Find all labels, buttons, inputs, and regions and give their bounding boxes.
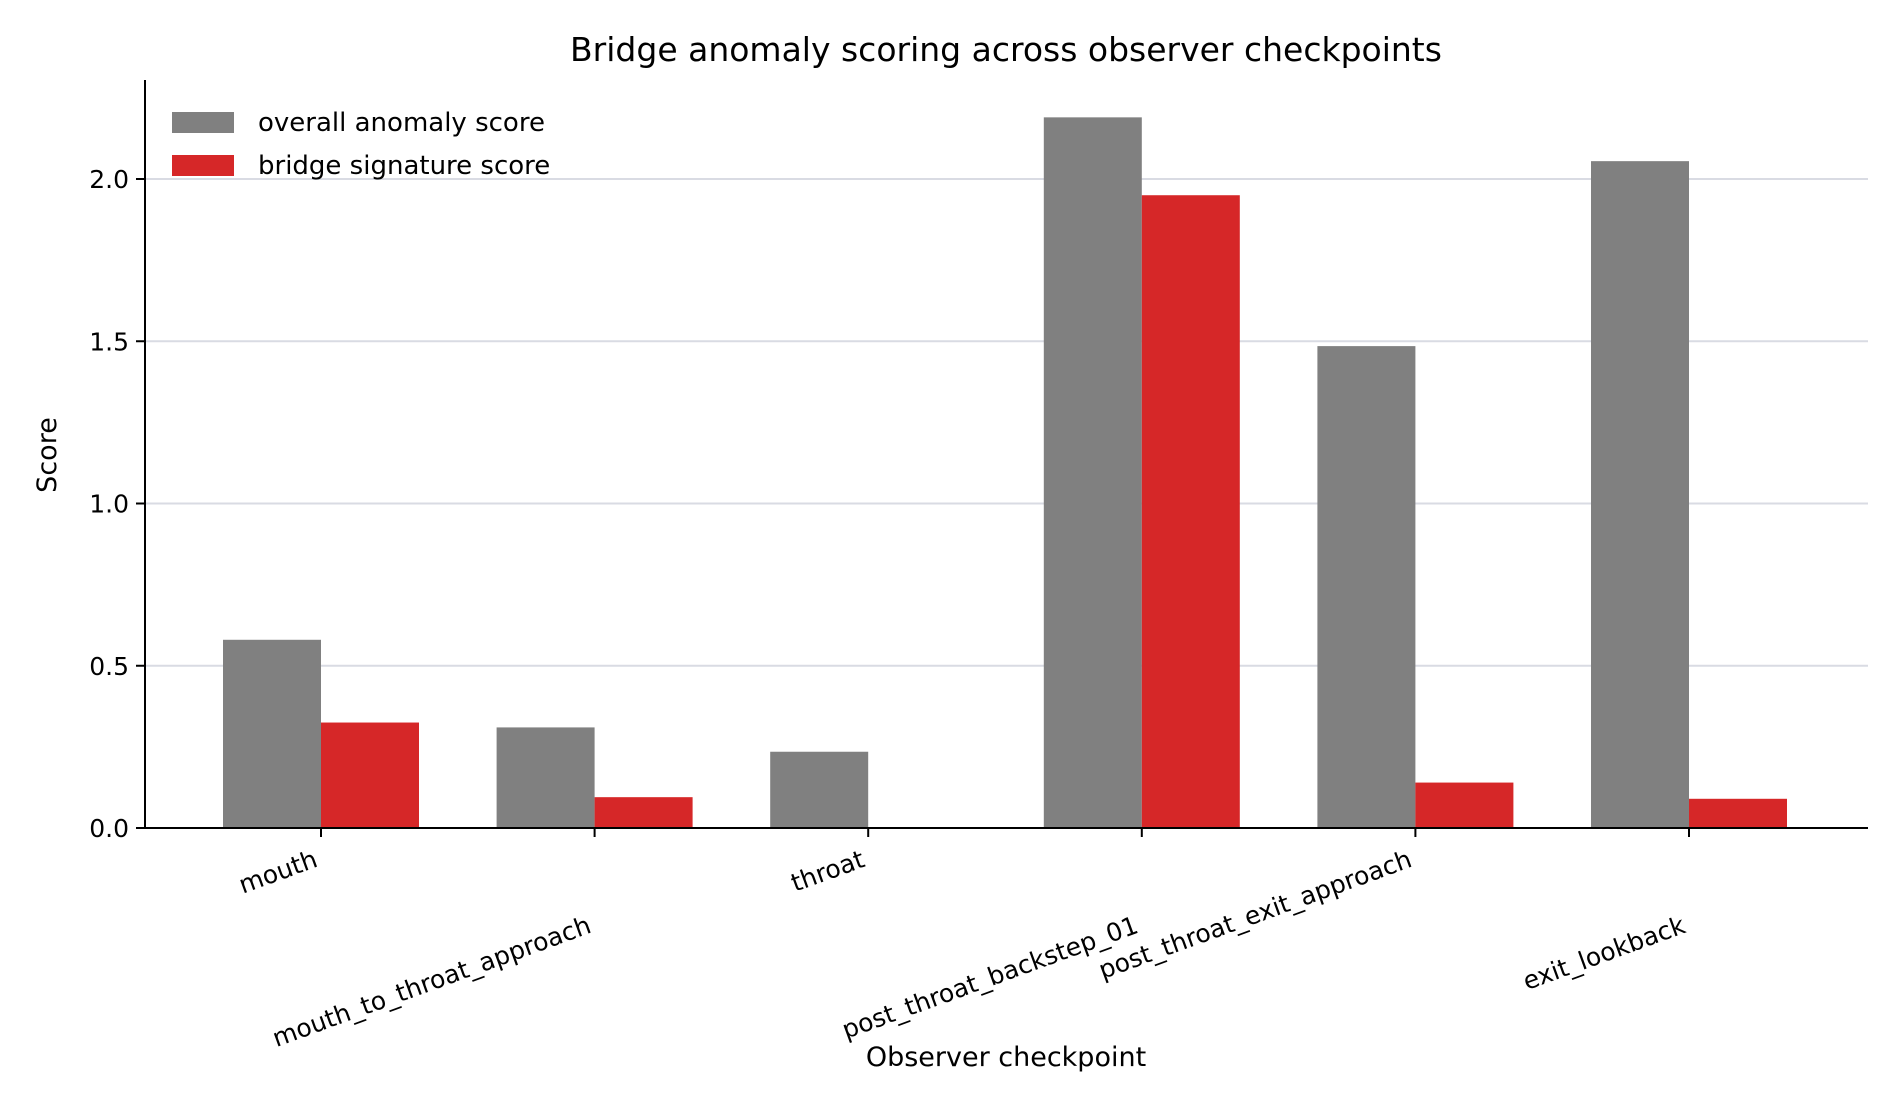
x-tick-label: throat xyxy=(787,844,868,897)
bar-bridge-signature xyxy=(321,722,419,828)
chart-title: Bridge anomaly scoring across observer c… xyxy=(570,30,1442,69)
y-tick-label: 2.0 xyxy=(89,165,129,194)
legend-swatch xyxy=(172,155,234,176)
bar-bridge-signature xyxy=(594,797,693,828)
bar-overall-anomaly xyxy=(496,727,595,828)
y-tick-label: 0.0 xyxy=(89,814,129,843)
bar-bridge-signature xyxy=(1415,782,1514,828)
bars xyxy=(223,117,1787,829)
y-tick-label: 0.5 xyxy=(89,652,129,681)
x-ticks: mouth mouth_to_throat_approach throat post_… xyxy=(235,828,1690,1053)
legend-swatch xyxy=(172,112,234,133)
x-tick-label: mouth xyxy=(235,844,321,899)
x-axis-label: Observer checkpoint xyxy=(866,1042,1146,1073)
gridlines xyxy=(145,178,1868,667)
y-axis-label: Score xyxy=(32,417,63,493)
legend-label: overall anomaly score xyxy=(258,108,545,138)
x-tick-label: mouth_to_throat_approach xyxy=(268,910,594,1052)
y-tick-label: 1.0 xyxy=(89,490,129,519)
bar-bridge-signature xyxy=(1689,798,1787,828)
y-tick-label: 1.5 xyxy=(89,327,129,356)
legend-label: bridge signature score xyxy=(258,151,550,181)
bar-overall-anomaly xyxy=(1317,346,1416,828)
bar-overall-anomaly xyxy=(770,751,869,828)
y-ticks: 0.0 0.5 1.0 1.5 2.0 xyxy=(89,165,145,843)
axes xyxy=(144,80,1868,829)
legend: overall anomaly score bridge signature sc… xyxy=(172,108,550,181)
x-tick-label: post_throat_backstep_01 xyxy=(838,910,1142,1044)
bar-bridge-signature xyxy=(1141,195,1240,829)
x-tick-label: post_throat_exit_approach xyxy=(1095,844,1416,984)
x-tick-label: exit_lookback xyxy=(1519,910,1690,996)
bar-overall-anomaly xyxy=(1043,117,1142,829)
bar-overall-anomaly xyxy=(223,639,321,828)
bar-overall-anomaly xyxy=(1591,161,1689,829)
